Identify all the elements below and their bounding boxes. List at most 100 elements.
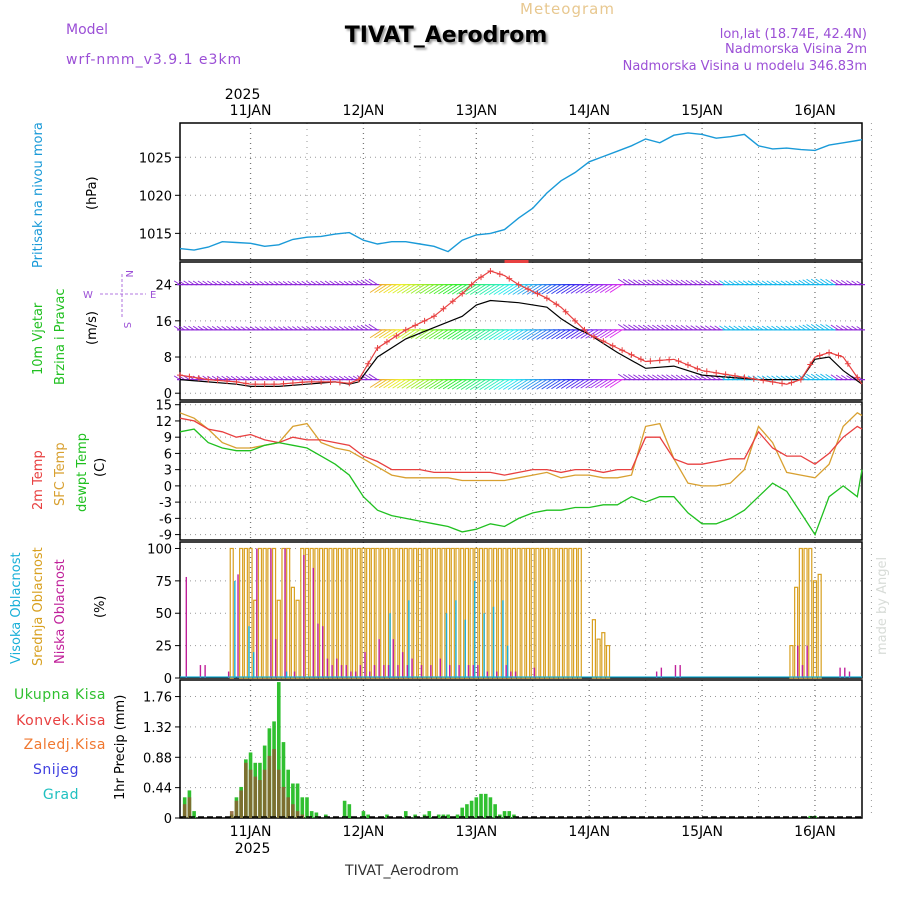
gust-marker (186, 373, 193, 380)
wind-barb (392, 379, 407, 389)
wind-barb (479, 329, 496, 341)
gust-marker (826, 349, 833, 356)
wind-barb (512, 284, 529, 295)
wind-barb (719, 325, 726, 331)
gust-marker (543, 295, 550, 302)
top-year-label: 2025 (225, 87, 261, 103)
mid-cloud-bar (413, 547, 418, 679)
cloud-label-high: Visoka Oblacnost (9, 552, 24, 664)
mid-cloud-bar (525, 547, 531, 679)
y-tick-label: 1.32 (143, 721, 172, 736)
wind-barb (522, 379, 538, 390)
mid-cloud-bar (591, 619, 597, 679)
gust-marker (412, 322, 419, 329)
y-tick-label: 1015 (139, 227, 172, 242)
mid-cloud-bar (323, 547, 328, 679)
y-tick-label: 0.44 (143, 782, 172, 797)
gust-marker (459, 290, 466, 297)
wind-barb (666, 374, 675, 381)
gust-marker (487, 268, 494, 275)
wind-barb (575, 329, 590, 339)
wind-barb (638, 374, 646, 381)
mid-cloud-bar (248, 547, 253, 679)
wind-barb (798, 279, 806, 286)
precip-bars (182, 682, 817, 818)
wind-barb (609, 329, 623, 339)
wind-barb (675, 324, 684, 331)
top-day-label: 16JAN (794, 103, 836, 119)
wind-barb (507, 329, 524, 341)
mid-cloud-bar (464, 547, 470, 679)
wind-barb (723, 280, 731, 286)
wind-barb (470, 329, 486, 341)
wind-barb (197, 325, 204, 331)
wind-barb (192, 280, 200, 286)
wind-barb (560, 284, 576, 294)
conv-precip-bar (272, 749, 276, 818)
wind-barb (806, 373, 816, 381)
wind-barb (690, 375, 698, 381)
wind-barb (438, 329, 454, 340)
total-precip-bar (507, 811, 512, 818)
gust-marker (233, 378, 240, 385)
mid-cloud-bar (295, 599, 300, 679)
wind-barb (419, 329, 435, 340)
wind-barb (656, 374, 665, 381)
mid-cloud-bar (333, 547, 338, 679)
y-tick-label: 24 (155, 279, 172, 294)
gust-marker (496, 271, 503, 278)
wind-barb (546, 329, 562, 340)
total-precip-bar (366, 814, 370, 818)
total-precip-bar (276, 682, 281, 818)
mid-cloud-bar (450, 547, 455, 679)
mid-cloud-bar (516, 547, 521, 679)
wind-barb (456, 329, 472, 340)
wind-barb (410, 379, 425, 389)
wind-barb (438, 284, 454, 295)
wind-barb (173, 280, 181, 286)
total-precip-bar (465, 804, 469, 818)
gust-marker (393, 332, 400, 339)
y-tick-label: -6 (159, 512, 172, 527)
wind-barb (387, 379, 402, 389)
gust-marker (383, 338, 390, 345)
panel-marker (504, 260, 529, 263)
wind-barb (733, 280, 740, 286)
y-tick-label: 3 (164, 464, 172, 479)
gust-marker (224, 378, 231, 385)
wind-barb (700, 375, 708, 381)
mid-cloud-bar (380, 547, 385, 679)
wind-barb (590, 379, 604, 389)
mid-cloud-bar (511, 547, 517, 679)
station-height: Nadmorska Visina 2m (725, 42, 867, 57)
wind-barb (493, 329, 510, 341)
gust-marker (760, 377, 767, 384)
wind-unit: (m/s) (85, 311, 100, 345)
gust-marker (562, 308, 569, 315)
panel-frame (179, 541, 863, 679)
gust-marker (374, 344, 381, 351)
compass-cross (100, 274, 146, 318)
mid-cloud-bar (375, 547, 380, 679)
wind-barb (447, 379, 463, 390)
wind-barb (503, 379, 519, 390)
wind-barb (551, 329, 566, 340)
panel-frame (179, 679, 863, 819)
wind-barb (794, 280, 802, 286)
total-precip-bar (295, 783, 300, 818)
pressure-unit: (hPa) (85, 176, 100, 210)
wind-barb (442, 379, 458, 390)
gust-marker (553, 301, 560, 308)
total-precip-bar (422, 814, 427, 818)
total-precip-bar (286, 769, 290, 818)
total-precip-bar (512, 814, 516, 818)
wind-barb (374, 379, 388, 388)
wind-barb (652, 374, 660, 381)
conv-precip-bar (229, 811, 234, 818)
wind-barb (531, 379, 548, 390)
wind-barb (595, 329, 609, 339)
wind-barb (728, 325, 736, 331)
wind-barb (820, 323, 830, 331)
mid-cloud-bar (257, 547, 263, 679)
wind-barb (652, 279, 660, 286)
